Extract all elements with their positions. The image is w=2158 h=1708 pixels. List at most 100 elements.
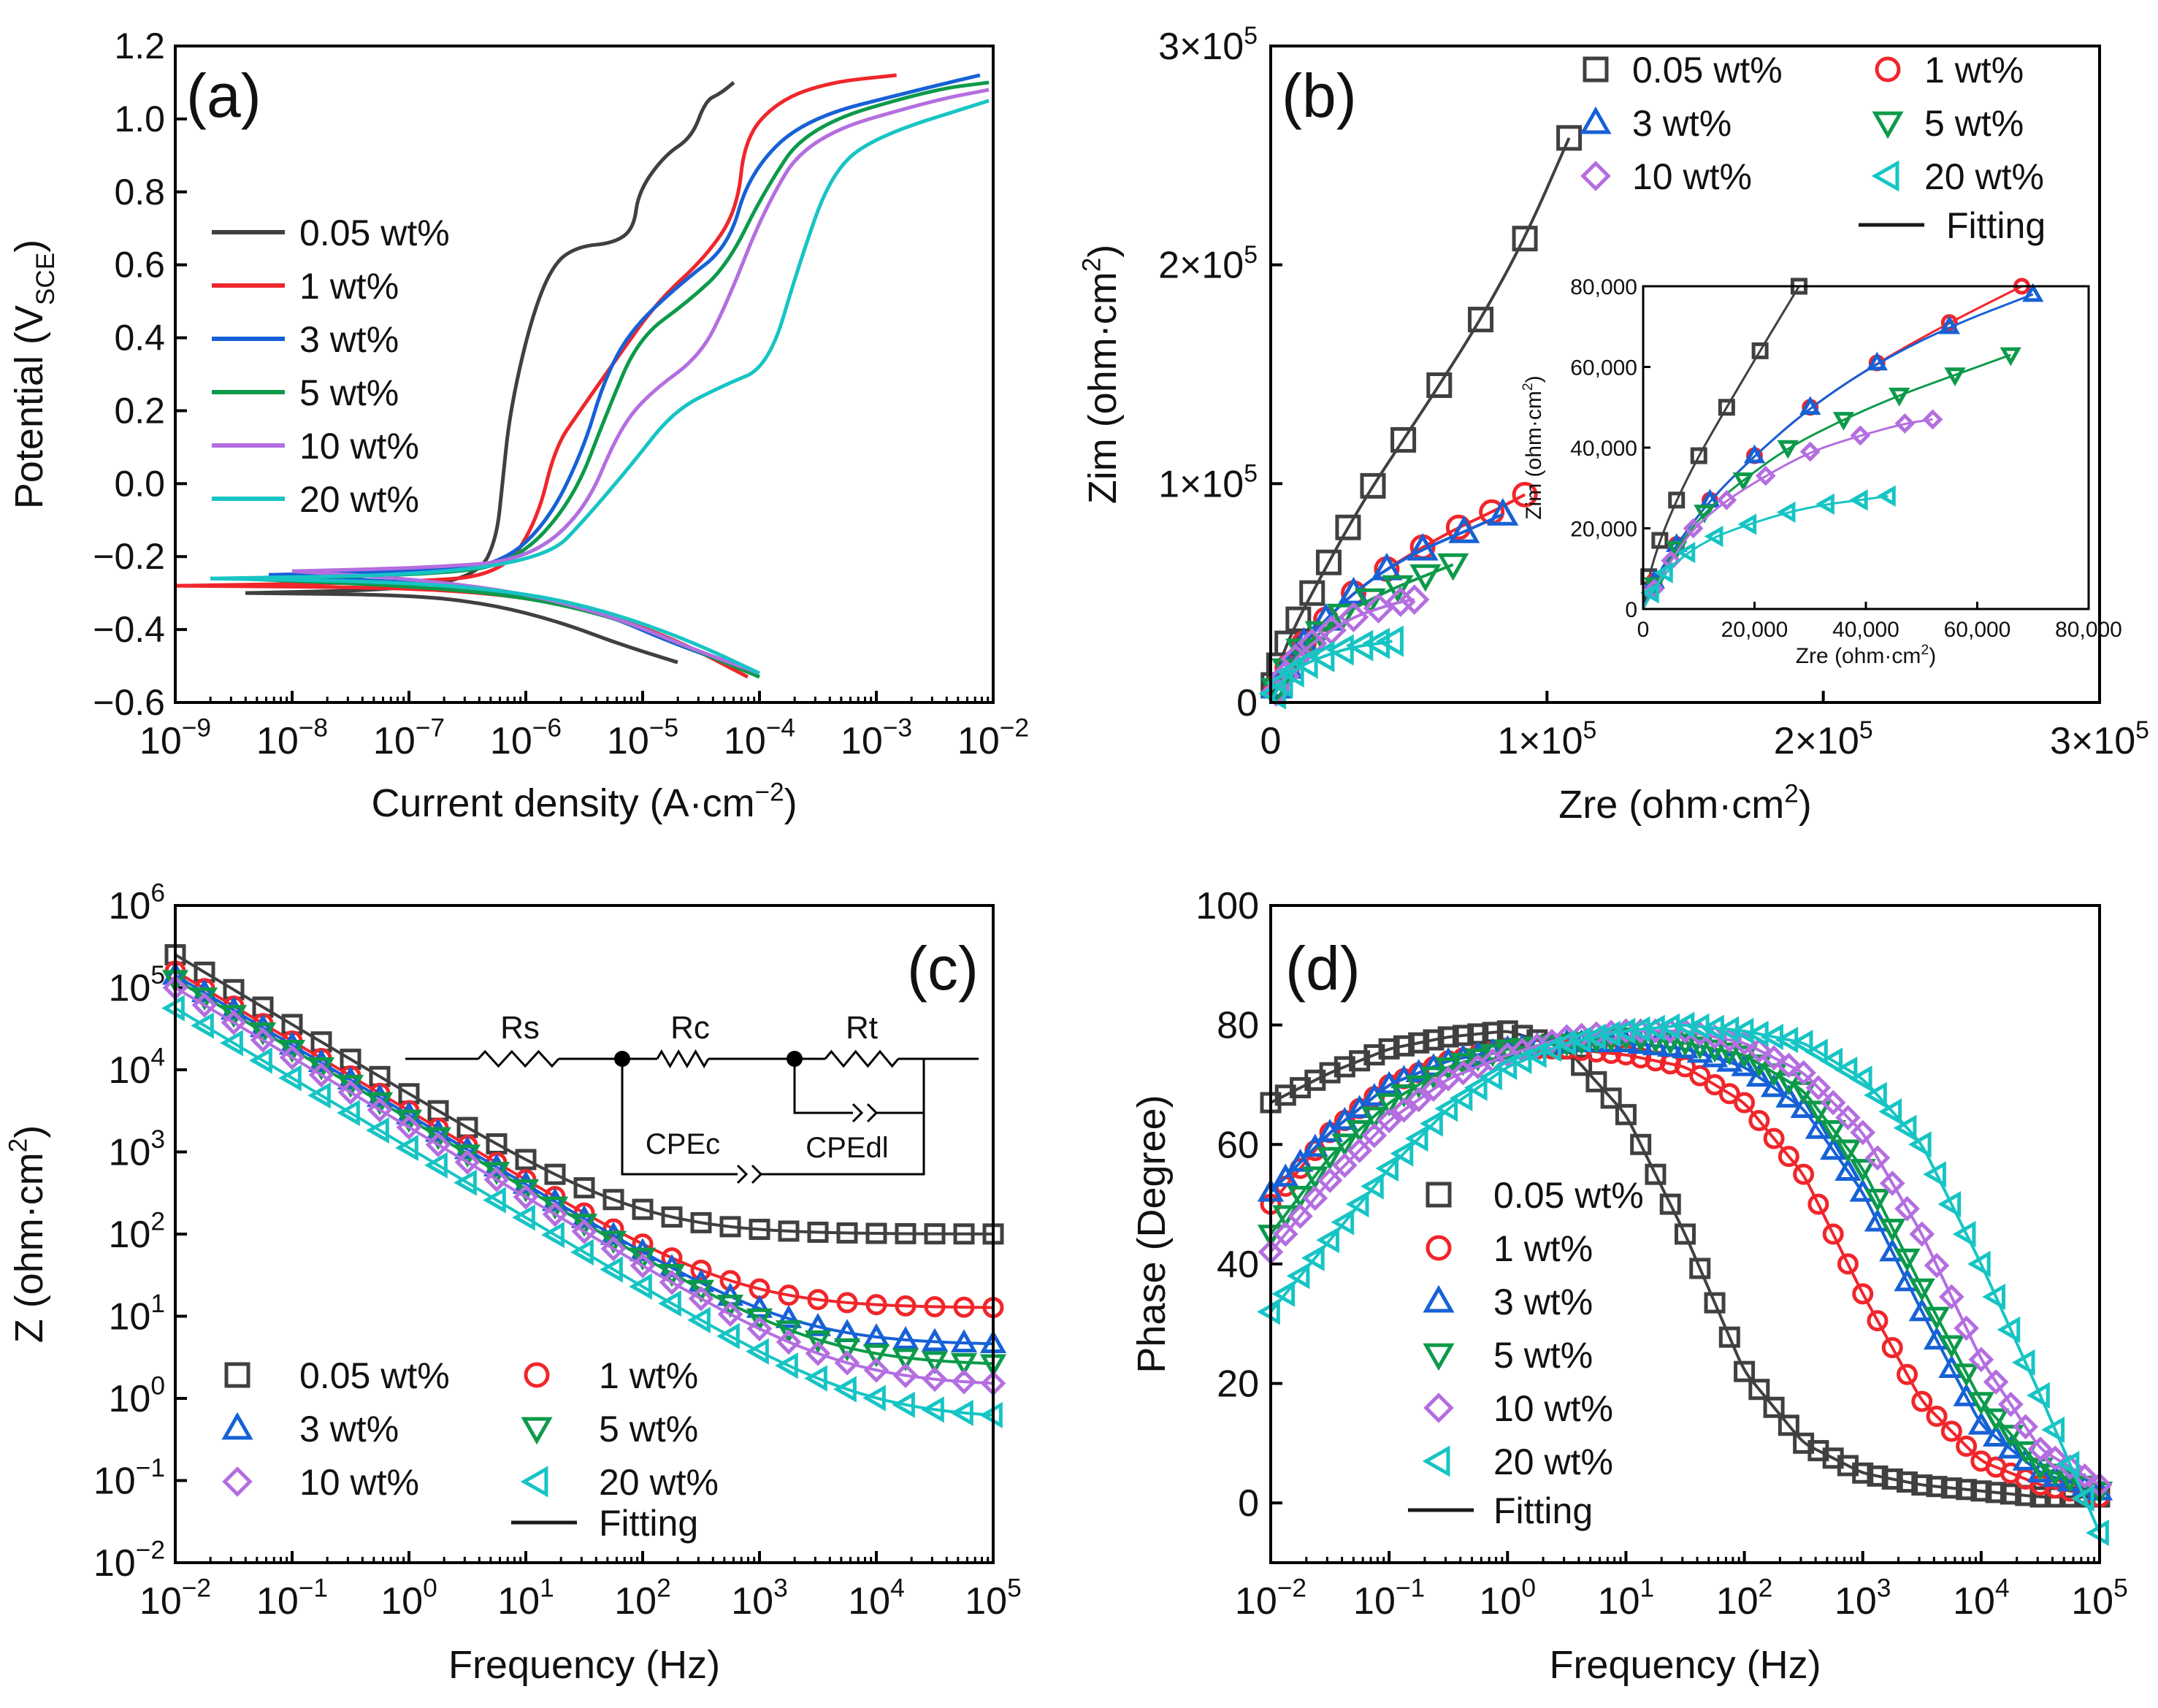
x-tick-label: 3×105	[2050, 716, 2149, 762]
data-point	[1302, 1185, 1328, 1211]
data-point	[921, 1351, 949, 1375]
data-point	[337, 1066, 364, 1089]
data-point	[688, 1286, 714, 1311]
y-tick-label: 1.0	[114, 99, 165, 139]
data-point	[1897, 1471, 1918, 1493]
y-tick-label: 100	[1195, 885, 1259, 927]
data-point	[1837, 1253, 1859, 1275]
data-point	[1346, 1119, 1373, 1144]
data-point	[1371, 552, 1403, 581]
data-point	[249, 1047, 272, 1074]
data-point	[513, 1184, 539, 1210]
inset-data-point	[1737, 513, 1757, 535]
inset-data-point	[1751, 342, 1769, 359]
data-point	[1734, 1092, 1756, 1114]
data-point	[1805, 1115, 1832, 1139]
data-point	[1420, 1076, 1447, 1102]
data-point	[1819, 1047, 1843, 1074]
data-point	[250, 1027, 276, 1053]
inset-data-point	[1743, 444, 1766, 464]
data-point	[1326, 634, 1354, 666]
data-point	[1689, 1065, 1711, 1087]
data-point	[690, 1260, 712, 1282]
data-point	[2029, 1486, 2051, 1508]
data-point	[1820, 1119, 1847, 1144]
inset-data-point	[1777, 440, 1799, 459]
y-axis-label: Zim (ohm·cm2)	[1077, 245, 1125, 504]
data-point	[1265, 667, 1293, 699]
legend-marker	[520, 1466, 548, 1498]
data-point	[1718, 1083, 1740, 1105]
data-point	[1382, 575, 1414, 603]
data-point	[1405, 1075, 1432, 1099]
data-point	[1361, 1173, 1384, 1200]
data-point	[1645, 1163, 1667, 1185]
data-point	[661, 1206, 683, 1228]
data-point	[1437, 553, 1469, 581]
data-point	[1911, 1390, 1933, 1412]
data-point	[1420, 1110, 1443, 1137]
data-point	[1778, 1414, 1799, 1436]
data-point	[1967, 1411, 1994, 1435]
data-point	[1376, 1108, 1402, 1133]
legend-label: 1 wt%	[299, 266, 399, 307]
data-point	[1897, 1363, 1918, 1385]
panel-a-potentiodynamic-polarization: 10−9 10−8 10−7 10−6 10−5 10−4 10−3 10−2 1.2 1.0 0.…	[7, 26, 1029, 825]
y-tick-label: 101	[108, 1290, 165, 1338]
data-point	[1272, 1221, 1298, 1247]
data-point	[1600, 1087, 1622, 1109]
data-point	[1672, 1033, 1699, 1057]
data-point	[454, 1136, 481, 1160]
circuit-label-cpec: CPEc	[646, 1128, 720, 1160]
inset-data-point	[1815, 493, 1834, 516]
data-point	[1286, 1263, 1310, 1290]
data-point	[602, 1189, 624, 1211]
wire	[793, 1059, 853, 1114]
y-tick-label: 10−2	[93, 1536, 165, 1585]
data-point	[1881, 1336, 1903, 1358]
data-point	[1686, 1039, 1713, 1063]
data-point	[1911, 1474, 1933, 1496]
inset-data-point	[1644, 578, 1665, 600]
data-point	[950, 1352, 978, 1376]
data-point	[1952, 1220, 1976, 1248]
data-point	[892, 1391, 915, 1418]
data-point	[629, 1273, 652, 1301]
data-point	[1967, 1250, 1991, 1278]
data-point	[2013, 1414, 2038, 1440]
data-point	[1793, 1163, 1815, 1185]
data-point	[1716, 1042, 1743, 1066]
data-point	[1390, 1084, 1417, 1108]
data-point	[1704, 1292, 1726, 1314]
data-point	[1362, 627, 1390, 659]
data-point	[1789, 1030, 1813, 1057]
data-point	[1909, 1221, 1935, 1247]
equivalent-circuit: Rs Rc Rt CPEc CPEdl	[405, 1010, 979, 1184]
data-point	[1926, 1476, 1948, 1498]
data-point	[953, 1296, 975, 1318]
data-point	[424, 1152, 448, 1179]
legend-label: 3 wt%	[299, 319, 399, 360]
data-point	[1378, 1038, 1400, 1060]
data-point	[1908, 1278, 1935, 1302]
data-point	[1820, 1089, 1846, 1116]
data-point	[1894, 1248, 1921, 1272]
data-point	[483, 1187, 506, 1214]
data-point	[950, 1329, 978, 1352]
legend-label: 0.05 wt%	[1632, 50, 1783, 91]
legend-label: 0.05 wt%	[299, 1355, 450, 1396]
x-axis-label: Zre (ohm·cm2)	[1558, 779, 1812, 827]
data-point	[1463, 1074, 1488, 1101]
data-point	[1423, 1029, 1445, 1051]
y-tick-label: 40	[1217, 1244, 1259, 1286]
data-point	[775, 1320, 803, 1344]
x-tick-label: 10−7	[373, 714, 445, 762]
data-point	[1748, 1110, 1770, 1132]
cpe-dl	[852, 1103, 879, 1123]
data-point	[1835, 1105, 1861, 1130]
inset-data-point	[1666, 540, 1688, 560]
inset-data-point	[1889, 387, 1910, 407]
inset-data-point	[1651, 532, 1669, 549]
data-point	[1272, 1163, 1299, 1187]
data-point	[716, 1295, 744, 1318]
